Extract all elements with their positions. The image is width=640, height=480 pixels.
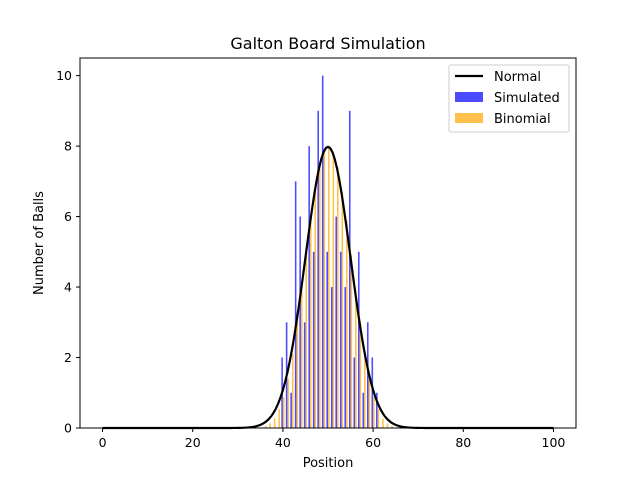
simulated-bar: [303, 322, 306, 428]
binomial-bar: [332, 153, 335, 428]
simulated-bar: [326, 251, 328, 428]
y-tick-label: 2: [64, 350, 72, 365]
binomial-bar: [278, 409, 280, 428]
simulated-bar: [357, 251, 360, 428]
binomial-bar: [287, 378, 289, 428]
binomial-bar: [328, 147, 330, 428]
binomial-bar: [341, 191, 344, 428]
simulated-bar: [321, 75, 324, 429]
x-tick-label: 80: [455, 435, 471, 450]
x-axis-label: Position: [303, 456, 354, 471]
binomial-bar: [355, 290, 357, 428]
binomial-bar: [364, 354, 366, 428]
simulated-bar: [308, 146, 310, 428]
simulated-bar: [299, 216, 301, 428]
chart-title: Galton Board Simulation: [230, 34, 425, 53]
binomial-bar: [368, 378, 371, 428]
simulated-bar: [335, 216, 338, 428]
simulated-bar: [348, 110, 351, 429]
binomial-bar: [273, 418, 276, 428]
y-tick-label: 0: [64, 421, 72, 436]
binomial-bar: [264, 425, 267, 428]
legend-simulated-label: Simulated: [494, 91, 560, 106]
binomial-bar: [386, 423, 389, 428]
legend-normal-label: Normal: [494, 70, 541, 85]
binomial-bar: [291, 354, 294, 428]
x-tick-label: 60: [365, 435, 381, 450]
x-tick-label: 100: [542, 435, 566, 450]
binomial-bar: [300, 290, 303, 428]
y-tick-label: 4: [64, 280, 72, 295]
x-tick-label: 40: [275, 435, 291, 450]
binomial-bar: [373, 397, 375, 428]
binomial-bar: [350, 255, 353, 428]
y-tick-label: 10: [56, 68, 72, 83]
simulated-bar: [330, 287, 333, 428]
binomial-bar: [318, 167, 321, 429]
simulated-bar: [294, 181, 297, 428]
simulated-bar: [317, 110, 319, 429]
binomial-bar: [314, 191, 317, 428]
simulated-bar: [376, 392, 378, 428]
y-axis-ticks: 0 2 4 6 8 10: [56, 68, 80, 436]
x-axis-ticks: 0 20 40 60 80 100: [99, 428, 566, 450]
axes-frame: [79, 57, 577, 429]
simulated-bar: [367, 322, 369, 428]
simulated-bar: [339, 251, 342, 428]
x-tick-label: 0: [99, 435, 107, 450]
y-tick-label: 8: [64, 139, 72, 154]
binomial-bar: [382, 418, 384, 428]
binomial-bar: [377, 409, 380, 428]
legend-binomial-label: Binomial: [494, 112, 551, 127]
binomial-bar: [391, 425, 393, 428]
binomial-bar: [309, 220, 312, 428]
binomial-bar: [305, 255, 308, 428]
binomial-bar: [282, 397, 285, 428]
legend: Normal Simulated Binomial: [448, 64, 570, 133]
simulated-bar: [362, 392, 365, 428]
simulated-bar: [290, 392, 292, 428]
binomial-bar: [296, 322, 299, 428]
simulated-bar: [344, 287, 347, 428]
binomial-bar: [346, 220, 348, 428]
legend-simulated-swatch: [455, 92, 483, 102]
binomial-bar: [337, 167, 339, 429]
y-axis-label: Number of Balls: [32, 191, 47, 295]
simulated-bar: [371, 357, 374, 428]
x-tick-label: 20: [185, 435, 201, 450]
y-tick-label: 6: [64, 209, 72, 224]
legend-binomial-swatch: [455, 113, 483, 123]
binomial-bar: [359, 322, 362, 428]
binomial-bar: [269, 423, 271, 428]
simulated-bar: [312, 251, 315, 428]
simulated-bar: [353, 357, 356, 428]
binomial-bar: [323, 153, 326, 428]
